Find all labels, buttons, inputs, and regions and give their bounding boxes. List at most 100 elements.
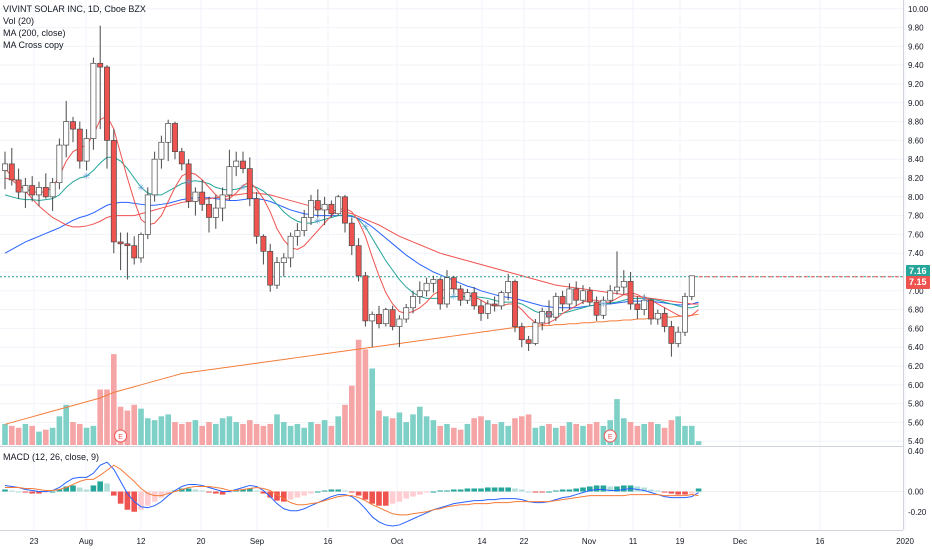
volume-bar bbox=[145, 418, 151, 445]
volume-bar bbox=[77, 423, 83, 445]
ma200-indicator-label[interactable]: MA (200, close) bbox=[3, 28, 66, 38]
macd-axis-label: -0.20 bbox=[908, 508, 927, 517]
candle-body bbox=[675, 331, 682, 344]
macd-histogram-bar bbox=[247, 488, 253, 492]
earnings-marker[interactable] bbox=[114, 429, 128, 443]
volume-bar bbox=[104, 389, 110, 445]
macd-histogram-bar bbox=[43, 491, 49, 493]
time-axis-label: Oct bbox=[391, 537, 404, 546]
volume-bar bbox=[505, 425, 511, 445]
macd-histogram-bar bbox=[253, 490, 260, 492]
price-axis-label: 7.60 bbox=[908, 230, 924, 239]
price-axis-label: 9.40 bbox=[908, 61, 924, 70]
macd-histogram-bar bbox=[593, 485, 600, 492]
macd-histogram-bar bbox=[77, 487, 83, 492]
chart-legend: VIVINT SOLAR INC, 1D, Cboe BZX Vol (20) … bbox=[3, 3, 146, 51]
candle-body bbox=[661, 313, 668, 327]
volume-bar bbox=[396, 412, 403, 445]
macd-histogram-bar bbox=[396, 491, 403, 502]
volume-bar bbox=[485, 420, 491, 445]
candle-body bbox=[464, 292, 471, 301]
volume-bar bbox=[614, 399, 620, 445]
volume-bar bbox=[131, 404, 137, 445]
volume-bar bbox=[49, 427, 56, 445]
volume-bar bbox=[247, 420, 253, 445]
candle-body bbox=[491, 303, 498, 307]
macd-histogram-bar bbox=[553, 490, 559, 492]
price-axis-label: 8.40 bbox=[908, 155, 924, 164]
candle-body bbox=[648, 299, 654, 320]
price-axis-label: 8.60 bbox=[908, 136, 924, 145]
candle-body bbox=[369, 313, 376, 322]
macd-histogram-bar bbox=[437, 490, 443, 492]
time-axis-label: 23 bbox=[30, 537, 39, 546]
time-axis-label: 14 bbox=[478, 537, 487, 546]
price-axis-label: 7.00 bbox=[908, 287, 924, 296]
macd-histogram-bar bbox=[648, 489, 654, 492]
price-axis-label: 6.20 bbox=[908, 362, 924, 371]
candle-body bbox=[185, 163, 192, 202]
candle-body bbox=[525, 339, 532, 344]
candle-body bbox=[342, 196, 348, 224]
price-axis-label: 10.00 bbox=[908, 5, 929, 14]
macd-histogram-bar bbox=[90, 485, 97, 492]
macd-histogram-bar bbox=[36, 491, 42, 494]
candle-body bbox=[36, 187, 42, 196]
volume-bar bbox=[559, 425, 566, 445]
volume-bar bbox=[138, 408, 144, 445]
macd-histogram-bar bbox=[287, 491, 294, 500]
candle-body bbox=[355, 245, 362, 277]
candle-body bbox=[63, 121, 70, 146]
time-axis-label: Dec bbox=[733, 537, 747, 546]
macd-histogram-bar bbox=[641, 487, 647, 492]
volume-bar bbox=[219, 418, 226, 445]
time-axis-label: 19 bbox=[676, 537, 685, 546]
macd-histogram-bar bbox=[410, 491, 416, 497]
ma-cross-indicator-label[interactable]: MA Cross copy bbox=[3, 40, 64, 50]
macd-histogram-bar bbox=[695, 488, 702, 492]
volume-bar bbox=[362, 349, 369, 445]
volume-bar bbox=[423, 416, 430, 445]
volume-bar bbox=[226, 416, 233, 445]
volume-bar bbox=[22, 423, 29, 445]
macd-histogram-bar bbox=[505, 487, 511, 492]
candle-body bbox=[403, 307, 410, 320]
volume-bars bbox=[2, 339, 702, 445]
volume-bar bbox=[437, 425, 443, 445]
volume-bar bbox=[124, 410, 131, 445]
candle-body bbox=[104, 66, 110, 141]
volume-bar bbox=[9, 425, 15, 445]
macd-histogram-bar bbox=[498, 487, 505, 492]
earnings-marker[interactable] bbox=[603, 429, 617, 443]
macd-histogram-bar bbox=[546, 491, 552, 493]
moving-average-lines bbox=[0, 115, 903, 425]
macd-histogram-bar bbox=[158, 491, 165, 498]
volume-bar bbox=[321, 420, 328, 445]
macd-histogram-bar bbox=[491, 487, 498, 492]
macd-histogram-bar bbox=[56, 489, 63, 492]
macd-histogram-bar bbox=[233, 490, 239, 492]
macd-indicator-label[interactable]: MACD (12, 26, close, 9) bbox=[3, 452, 100, 462]
volume-bar bbox=[29, 425, 35, 445]
candle-body bbox=[620, 281, 627, 288]
volume-bar bbox=[2, 423, 8, 445]
macd-histogram-bar bbox=[274, 491, 280, 501]
candle-body bbox=[688, 275, 695, 297]
macd-axis-label: 0.00 bbox=[908, 488, 924, 497]
volume-bar bbox=[648, 422, 654, 445]
volume-indicator-label[interactable]: Vol (20) bbox=[3, 16, 35, 26]
macd-histogram-bar bbox=[389, 491, 396, 504]
volume-bar bbox=[342, 404, 348, 445]
candle-body bbox=[532, 322, 539, 344]
volume-bar bbox=[274, 414, 280, 445]
price-axis-label: 5.80 bbox=[908, 400, 924, 409]
macd-histogram-bar bbox=[369, 491, 375, 504]
candle-body bbox=[76, 128, 83, 162]
volume-bar bbox=[63, 404, 69, 445]
symbol-title[interactable]: VIVINT SOLAR INC, 1D, Cboe BZX bbox=[3, 4, 146, 14]
candle-body bbox=[274, 262, 280, 286]
candle-body bbox=[246, 168, 253, 200]
macd-histogram-bar bbox=[206, 491, 212, 493]
volume-bar bbox=[682, 425, 688, 445]
